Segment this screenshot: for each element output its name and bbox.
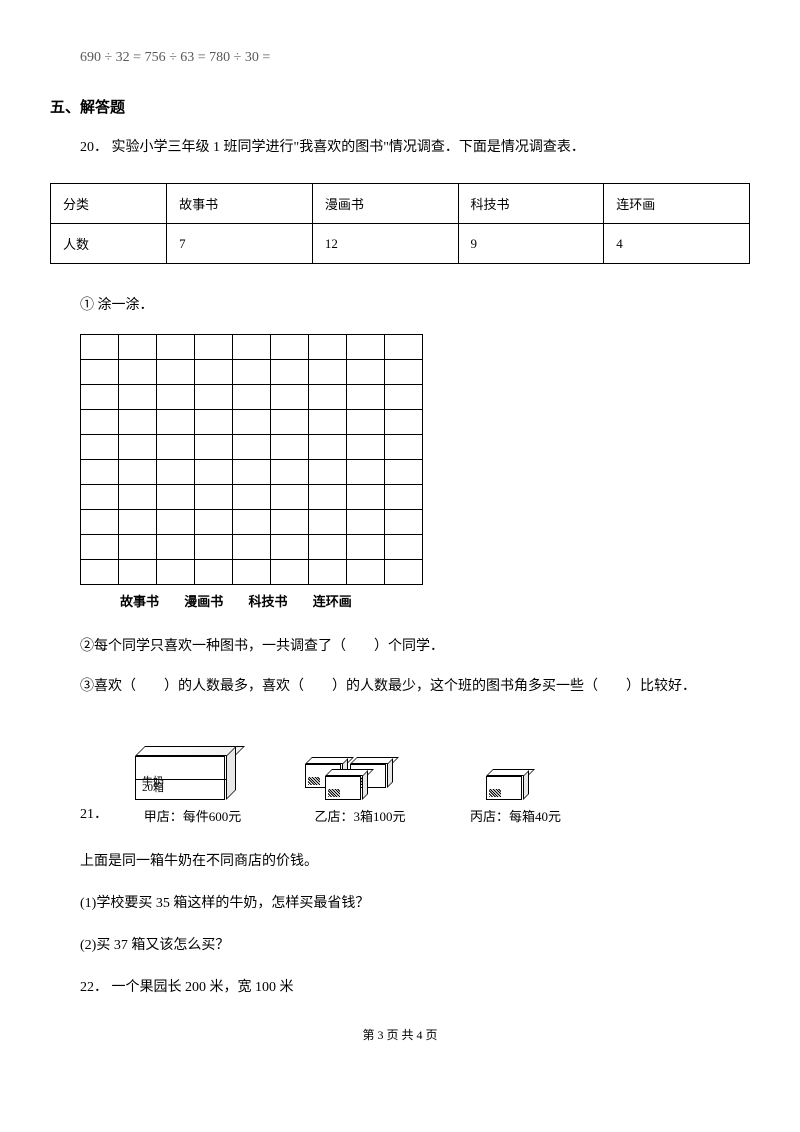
q21-sub1: (1)学校要买 35 箱这样的牛奶，怎样买最省钱？	[80, 892, 750, 912]
box-count-label: 20箱	[142, 779, 164, 795]
q20-text: 实验小学三年级 1 班同学进行"我喜欢的图书"情况调查．下面是情况调查表．	[112, 140, 585, 155]
grid-label: 漫画书	[184, 591, 223, 610]
table-cell: 人数	[51, 224, 167, 264]
one-box-icon	[486, 745, 546, 800]
grid-labels: 故事书 漫画书 科技书 连环画	[120, 591, 750, 610]
q20-sub2: ②每个同学只喜欢一种图书，一共调查了（ ）个同学．	[80, 635, 750, 655]
table-cell: 分类	[51, 184, 167, 224]
q22-text: 22． 一个果园长 200 米，宽 100 米	[80, 976, 750, 996]
q20-table: 分类 故事书 漫画书 科技书 连环画 人数 7 12 9 4	[50, 183, 750, 264]
question-20: 20． 实验小学三年级 1 班同学进行"我喜欢的图书"情况调查．下面是情况调查表…	[80, 137, 750, 159]
grid-label: 故事书	[120, 591, 159, 610]
q21-number: 21．	[80, 803, 108, 823]
shop-a-caption: 甲店：每件600元	[144, 806, 242, 825]
chart-grid	[80, 334, 423, 585]
q20-sub1: ① 涂一涂．	[80, 294, 750, 314]
three-boxes-icon	[295, 745, 425, 800]
shop-a: 牛奶 20箱 甲店：每件600元	[135, 715, 250, 825]
milk-stack-icon: 牛奶 20箱	[135, 715, 250, 800]
table-cell: 科技书	[458, 184, 604, 224]
shop-c-caption: 丙店：每箱40元	[470, 806, 561, 825]
table-cell: 9	[458, 224, 604, 264]
grid-label: 科技书	[249, 591, 288, 610]
page-footer: 第 3 页 共 4 页	[50, 1026, 750, 1043]
section-5-header: 五、解答题	[50, 96, 750, 117]
q21-intro: 上面是同一箱牛奶在不同商店的价钱。	[80, 850, 750, 870]
table-cell: 连环画	[604, 184, 750, 224]
table-cell: 漫画书	[312, 184, 458, 224]
table-row: 人数 7 12 9 4	[51, 224, 750, 264]
shop-c: 丙店：每箱40元	[470, 745, 561, 825]
table-cell: 4	[604, 224, 750, 264]
q20-grid	[80, 334, 750, 585]
table-cell: 故事书	[167, 184, 313, 224]
shop-b-caption: 乙店：3箱100元	[314, 806, 405, 825]
table-cell: 7	[167, 224, 313, 264]
table-row: 分类 故事书 漫画书 科技书 连环画	[51, 184, 750, 224]
q20-sub3: ③喜欢（ ）的人数最多，喜欢（ ）的人数最少，这个班的图书角多买一些（ ）比较好…	[80, 675, 750, 695]
table-cell: 12	[312, 224, 458, 264]
grid-label: 连环画	[313, 591, 352, 610]
q21-illustration-row: 21． 牛奶 20箱 甲店：每件600元 乙店：3箱100元 丙店：	[80, 715, 750, 825]
shop-b: 乙店：3箱100元	[295, 745, 425, 825]
equations-text: 690 ÷ 32 = 756 ÷ 63 = 780 ÷ 30 =	[80, 50, 750, 66]
q20-number: 20．	[80, 140, 108, 155]
q21-sub2: (2)买 37 箱又该怎么买？	[80, 934, 750, 954]
